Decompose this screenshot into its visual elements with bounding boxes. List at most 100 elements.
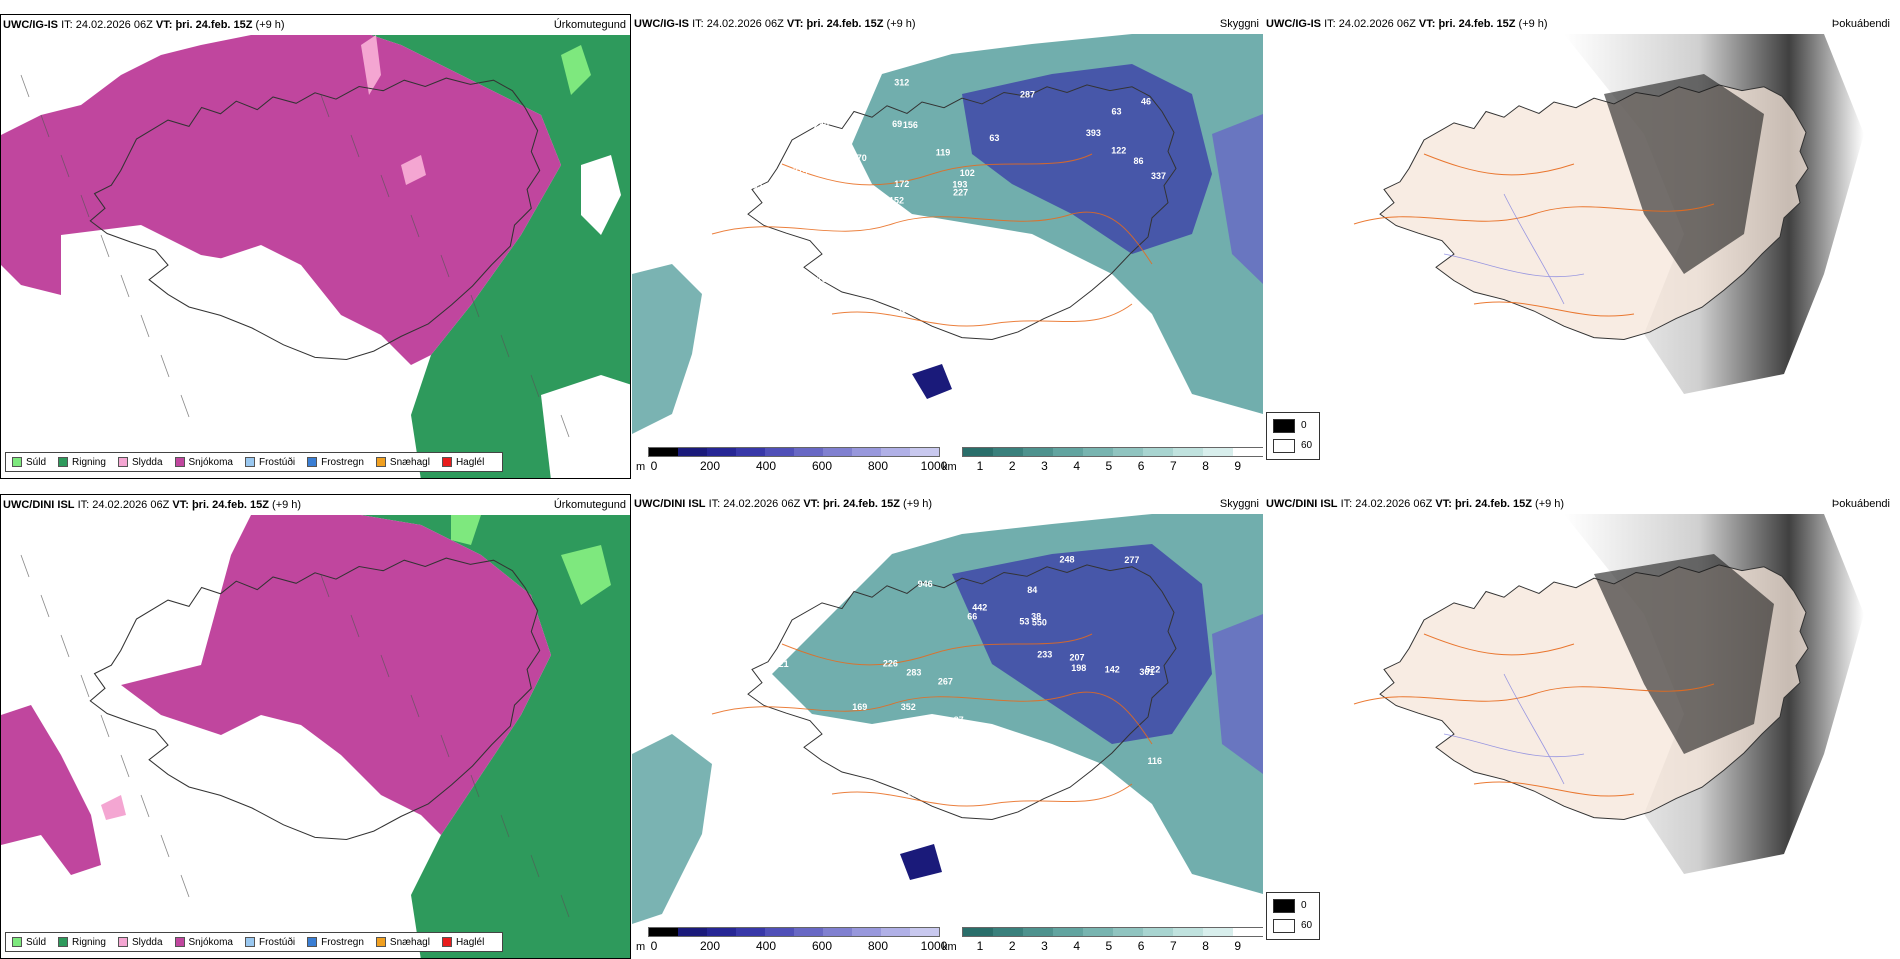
ceiling-label: 69 (892, 119, 902, 129)
legend-item: Frostúði (244, 937, 295, 948)
ceiling-label: 283 (906, 667, 921, 677)
colorbar-tick: 5 (1105, 459, 1113, 473)
colorbar-segment (794, 928, 823, 936)
colorbar-tick: 4 (1073, 459, 1080, 473)
visibility-colorbar: km 12345678910 (942, 447, 1263, 475)
legend-item: Rigning (58, 457, 106, 468)
fog-index-panel-dini: UWC/DINI ISL IT: 24.02.2026 06Z VT: þri.… (1264, 494, 1900, 959)
ceiling-label: 393 (1086, 128, 1101, 138)
colorbar-segment (1203, 448, 1233, 456)
ceiling-label: 190 (767, 276, 782, 286)
ceiling-label: 38 (1031, 611, 1041, 621)
precip-type-panel-ig: UWC/IG-IS IT: 24.02.2026 06Z VT: þri. 24… (0, 14, 631, 479)
legend-swatch (174, 937, 185, 947)
ceiling-label: 75 (1005, 254, 1015, 264)
ceiling-label: 46 (1141, 96, 1151, 106)
visibility-ceiling-panel-dini: UWC/DINI ISL IT: 24.02.2026 06Z VT: þri.… (632, 494, 1263, 959)
ceiling-label: 219 (993, 239, 1008, 249)
legend-item: Slydda (117, 937, 163, 948)
colorbar-tick: 400 (755, 459, 777, 473)
ceiling-label: 233 (1037, 649, 1052, 659)
ceiling-label: 53 (1019, 617, 1029, 627)
ceiling-label: 85 (752, 180, 762, 190)
ceiling-label: 172 (894, 179, 909, 189)
colorbar-tick: 4 (1073, 939, 1080, 953)
ceiling-label: 301 (1139, 667, 1154, 677)
ceiling-label: 292 (759, 116, 774, 126)
ceiling-label: 119 (936, 147, 951, 157)
colorbar-segment (1053, 448, 1083, 456)
ceiling-label: 248 (1060, 554, 1075, 564)
panel-header: UWC/DINI ISL IT: 24.02.2026 06Z VT: þri.… (3, 499, 302, 511)
legend-swatch (12, 937, 22, 947)
legend-swatch (12, 457, 22, 467)
panel-header: UWC/IG-IS IT: 24.02.2026 06Z VT: þri. 24… (634, 18, 916, 30)
colorbar-segment (963, 928, 993, 936)
colorbar-tick: 9 (1234, 939, 1242, 953)
colorbar-segment (910, 928, 939, 936)
precip-map (1, 35, 630, 478)
legend-item: Súld (12, 937, 46, 948)
panel-title: Skyggni (1219, 18, 1259, 30)
colorbar-segment (823, 448, 852, 456)
legend-swatch (117, 937, 128, 947)
colorbar-tick: 6 (1137, 939, 1145, 953)
colorbar-segment (1173, 928, 1203, 936)
fog-map (1264, 34, 1900, 479)
colorbar-tick: 8 (1202, 939, 1209, 953)
colorbar-segment (1113, 928, 1143, 936)
ceiling-label: 197 (851, 562, 866, 572)
colorbar-tick: 200 (699, 459, 721, 473)
ceiling-label: 157 (885, 806, 900, 816)
ceiling-label: 352 (901, 702, 916, 712)
panel-title: Úrkomutegund (553, 499, 626, 511)
panel-header: UWC/IG-IS IT: 24.02.2026 06Z VT: þri. 24… (1266, 18, 1548, 30)
colorbar-tick: 9 (1234, 459, 1242, 473)
ceiling-label: 152 (889, 195, 904, 205)
legend-swatch (244, 457, 255, 467)
fog-index-panel-ig: UWC/IG-IS IT: 24.02.2026 06Z VT: þri. 24… (1264, 14, 1900, 479)
legend-item: Slydda (117, 457, 163, 468)
ceiling-label: 219 (752, 764, 767, 774)
precip-legend: Súld Rigning Slydda Snjókoma Frostúði Fr… (5, 452, 504, 472)
colorbar-segment (1143, 448, 1173, 456)
legend-item: Snæhagl (375, 937, 430, 948)
ceiling-label: 193 (952, 179, 967, 189)
colorbar-tick: 7 (1169, 939, 1177, 953)
ceiling-label: 946 (918, 579, 933, 589)
legend-item: Frostregn (307, 457, 364, 468)
ceiling-label: 312 (894, 78, 909, 88)
colorbar-tick: 1000 (920, 459, 948, 473)
legend-swatch (58, 457, 69, 467)
panel-title: Þokuábendi (1831, 498, 1890, 510)
colorbar-segment (794, 448, 823, 456)
legend-swatch (117, 457, 128, 467)
ceiling-label: 202 (817, 274, 832, 284)
ceiling-colorbar: m 0 200 400 600 800 1000 (636, 927, 947, 955)
colorbar-tick: 400 (755, 939, 777, 953)
ceiling-label: 197 (1082, 787, 1097, 797)
colorbar-segment (765, 928, 794, 936)
ceiling-label: 152 (785, 762, 800, 772)
ceiling-label: 192 (1099, 301, 1114, 311)
ceiling-label: 205 (764, 807, 779, 817)
ceiling-label: 337 (1151, 171, 1166, 181)
colorbar-tick: 7 (1169, 459, 1177, 473)
colorbar-tick: 600 (811, 459, 833, 473)
panel-header: UWC/DINI ISL IT: 24.02.2026 06Z VT: þri.… (1266, 498, 1565, 510)
precip-map (1, 515, 630, 958)
ceiling-label: 86 (1134, 156, 1144, 166)
colorbar-tick: 1 (976, 939, 984, 953)
ceiling-label: 116 (1148, 756, 1163, 766)
colorbar-segment (736, 928, 765, 936)
colorbar-segment (678, 448, 707, 456)
legend-item: Haglél (441, 457, 484, 468)
ceiling-label: 435 (1002, 770, 1017, 780)
panel-title: Úrkomutegund (553, 19, 626, 31)
precip-type-panel-dini: UWC/DINI ISL IT: 24.02.2026 06Z VT: þri.… (0, 494, 631, 959)
colorbar-segment (649, 448, 678, 456)
visibility-map: 7184301352875965531176626720319716915419… (632, 514, 1263, 924)
colorbar-segment (963, 448, 993, 456)
colorbar-segment (993, 928, 1023, 936)
colorbar-segment (1233, 448, 1263, 456)
